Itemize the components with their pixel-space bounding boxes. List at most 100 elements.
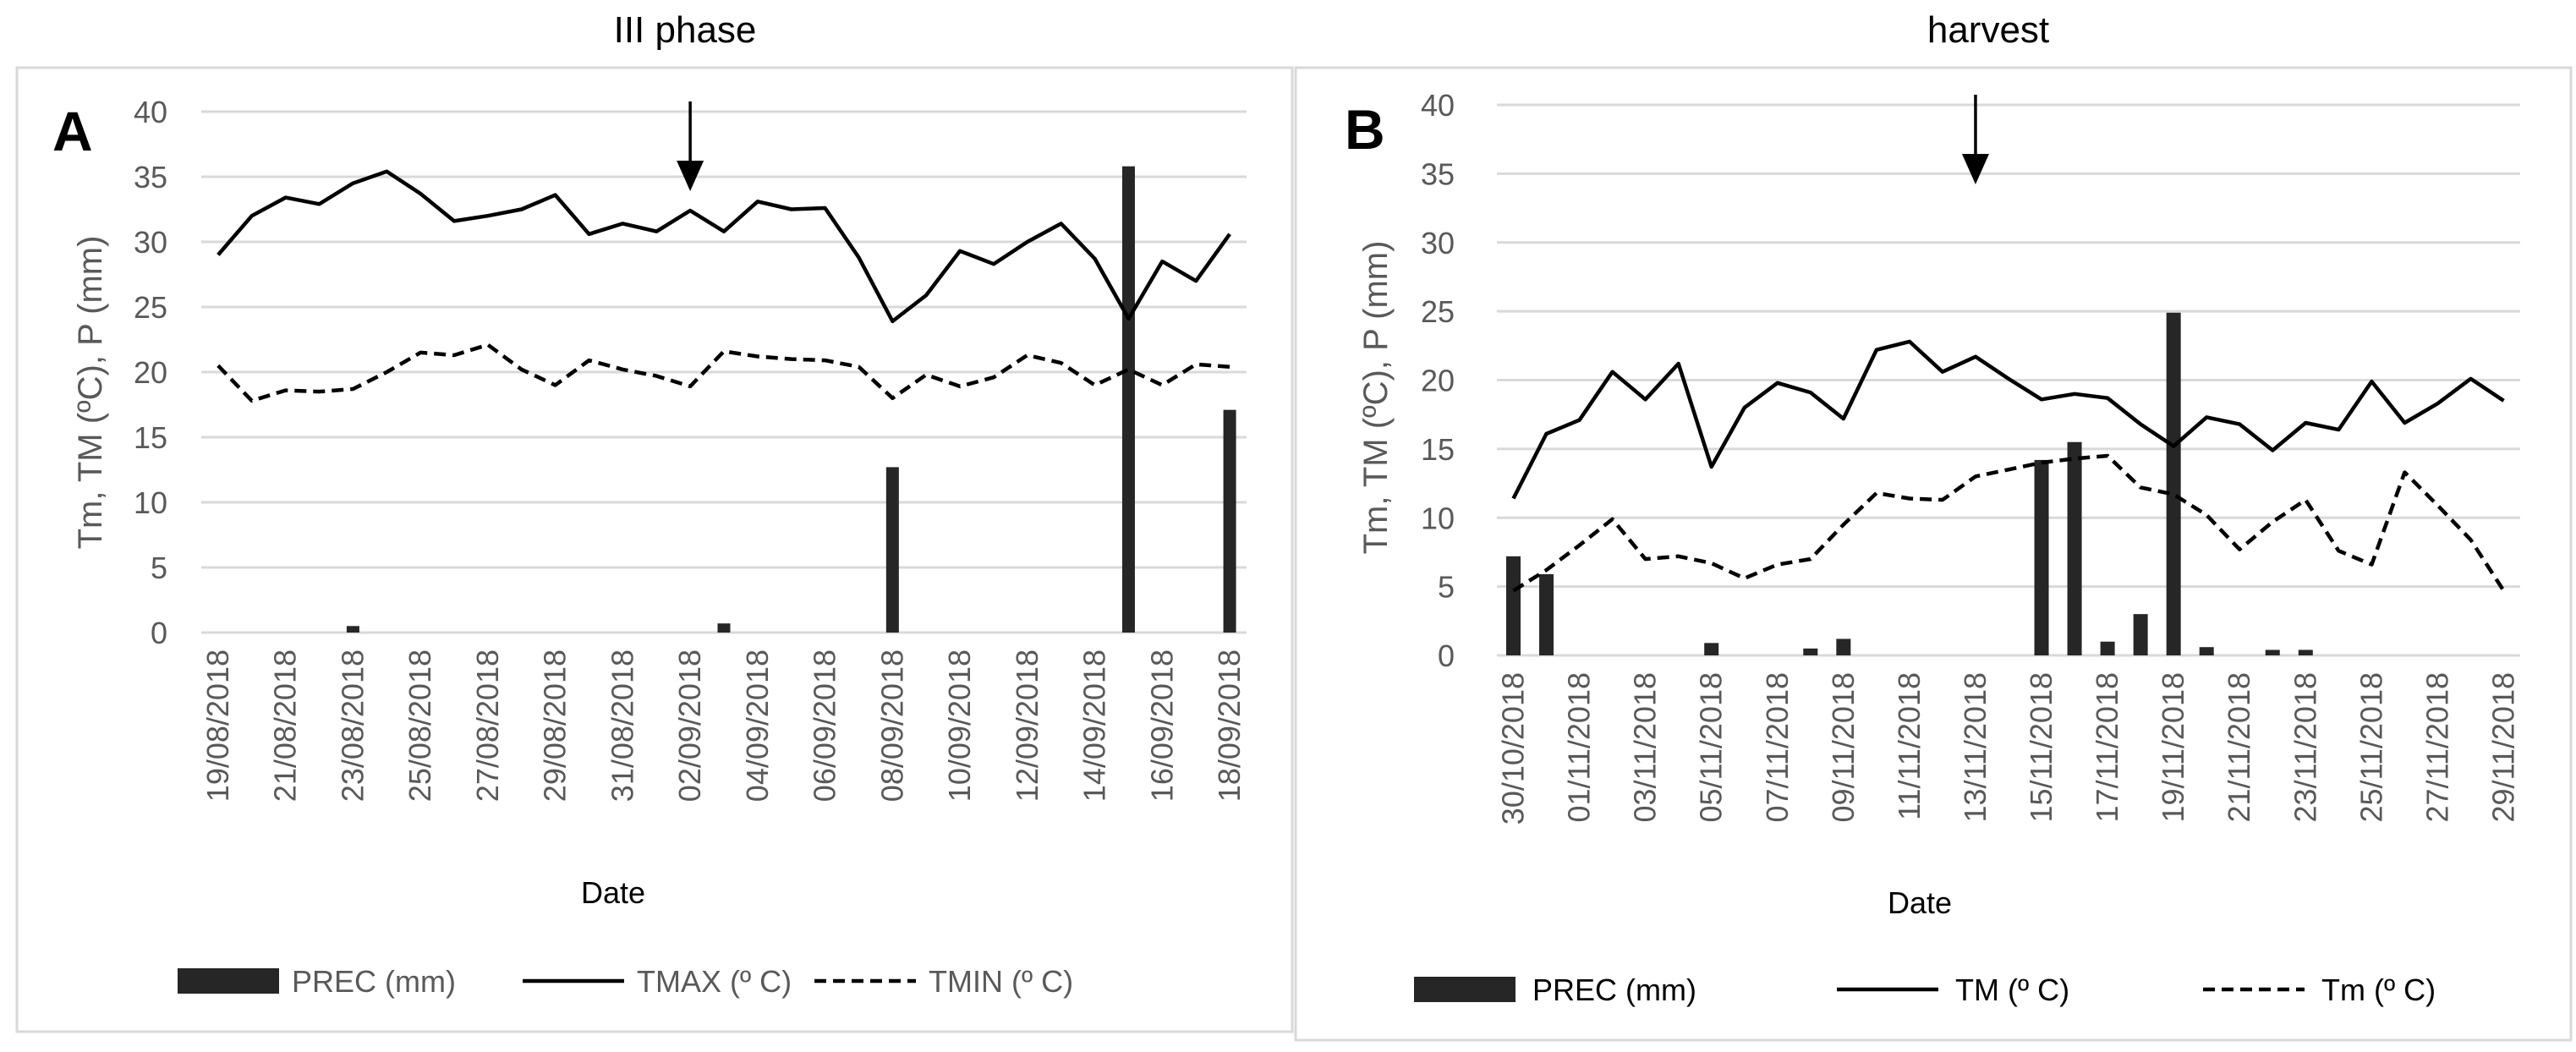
legend-label: TMAX (º C) xyxy=(637,964,792,999)
prec-bar-15/09/2018 xyxy=(1121,166,1135,633)
y-tick-label: 35 xyxy=(1421,156,1455,191)
y-tick-label: 25 xyxy=(1421,294,1455,329)
max-temperature-line xyxy=(216,169,1231,324)
x-tick-label: 15/11/2018 xyxy=(2024,672,2058,823)
x-tick-label: 03/11/2018 xyxy=(1628,672,1663,823)
x-tick-label: 05/11/2018 xyxy=(1694,672,1729,823)
panel-a-y-axis-title: Tm, TM (ºC), P (mm) xyxy=(72,236,109,550)
prec-bar-22/11/2018 xyxy=(2265,649,2280,655)
x-tick-label: 29/08/2018 xyxy=(538,649,573,802)
prec-bar-18/09/2018 xyxy=(1223,409,1236,633)
y-tick-label: 35 xyxy=(134,160,167,195)
x-tick-label: 21/08/2018 xyxy=(268,649,303,802)
legend-label: Tm (º C) xyxy=(2321,973,2436,1007)
legend-symbol-bar xyxy=(178,968,279,994)
y-tick-label: 10 xyxy=(1421,501,1455,535)
x-tick-label: 13/11/2018 xyxy=(1958,672,1992,823)
x-tick-label: 10/09/2018 xyxy=(942,649,977,802)
prec-bar-23/08/2018 xyxy=(346,626,359,633)
y-tick-label: 15 xyxy=(1421,432,1455,467)
panel-b-temperature-lines xyxy=(1511,339,2506,593)
prec-bar-08/11/2018 xyxy=(1803,648,1818,655)
prec-bar-18/11/2018 xyxy=(2133,614,2148,655)
prec-bar-08/09/2018 xyxy=(885,467,899,633)
x-tick-label: 19/11/2018 xyxy=(2156,672,2190,823)
prec-bar-03/09/2018 xyxy=(717,623,731,633)
prec-bar-30/10/2018 xyxy=(1506,556,1521,655)
y-tick-label: 30 xyxy=(134,225,167,260)
x-tick-label: 19/08/2018 xyxy=(200,649,235,802)
prec-bar-05/11/2018 xyxy=(1704,643,1719,655)
panel-b-y-tick-labels: 0 5 10 15 20 25 30 35 40 xyxy=(1421,88,1455,673)
prec-bar-17/11/2018 xyxy=(2100,641,2115,655)
panel-b-event-arrow xyxy=(1961,95,1989,184)
legend-symbol-bar xyxy=(1414,977,1515,1002)
x-tick-label: 29/11/2018 xyxy=(2486,672,2521,823)
panel-b: harvest B Tm, TM (ºC), P (mm) Date 0 5 10 1… xyxy=(1294,9,2573,1042)
x-tick-label: 23/11/2018 xyxy=(2288,672,2322,823)
y-tick-label: 40 xyxy=(1421,88,1455,123)
x-tick-label: 25/11/2018 xyxy=(2354,672,2388,823)
panel-a-gridlines xyxy=(201,110,1247,634)
arrow-down-icon xyxy=(677,161,704,191)
panel-a-event-arrow xyxy=(677,101,704,191)
max-temperature-line xyxy=(1511,339,2505,500)
panel-a-section-title: III phase xyxy=(614,9,757,51)
prec-bar-31/10/2018 xyxy=(1539,573,1554,655)
y-tick-label: 30 xyxy=(1421,226,1455,260)
panel-b-x-axis-title: Date xyxy=(1888,885,1952,920)
panel-a-legend: PREC (mm) TMAX (º C) TMIN (º C) xyxy=(178,964,1073,999)
x-tick-label: 23/08/2018 xyxy=(335,649,370,802)
x-tick-label: 18/09/2018 xyxy=(1212,649,1247,802)
legend-label: TM (º C) xyxy=(1955,973,2069,1007)
panel-a-x-tick-labels: 19/08/2018 21/08/2018 23/08/2018 25/08/2018… xyxy=(200,649,1247,802)
legend-label: PREC (mm) xyxy=(1532,973,1696,1007)
prec-bar-23/11/2018 xyxy=(2298,649,2313,655)
min-temperature-line xyxy=(216,342,1230,403)
y-tick-label: 0 xyxy=(1438,638,1455,673)
prec-bar-20/11/2018 xyxy=(2199,647,2214,655)
panel-a-prec-bars xyxy=(346,166,1236,633)
panel-b-x-tick-labels: 30/10/2018 01/11/2018 03/11/2018 05/11/2018… xyxy=(1496,672,2521,825)
x-tick-label: 16/09/2018 xyxy=(1144,649,1179,802)
y-tick-label: 40 xyxy=(134,95,167,129)
y-tick-label: 20 xyxy=(1421,364,1455,398)
min-temperature-line xyxy=(1512,453,2506,593)
x-tick-label: 11/11/2018 xyxy=(1892,672,1927,820)
panel-b-y-axis-title: Tm, TM (ºC), P (mm) xyxy=(1357,241,1395,555)
panel-a-y-tick-labels: 0 5 10 15 20 25 30 35 40 xyxy=(134,95,167,650)
panel-a-temperature-lines xyxy=(216,169,1231,403)
arrow-down-icon xyxy=(1961,154,1989,184)
x-tick-label: 12/09/2018 xyxy=(1010,649,1044,802)
x-tick-label: 17/11/2018 xyxy=(2090,672,2124,823)
panel-b-letter: B xyxy=(1345,98,1385,161)
x-tick-label: 01/11/2018 xyxy=(1562,672,1597,823)
x-tick-label: 27/11/2018 xyxy=(2420,672,2454,823)
y-tick-label: 25 xyxy=(134,290,167,325)
x-tick-label: 07/11/2018 xyxy=(1760,672,1795,823)
panel-b-gridlines xyxy=(1497,103,2520,657)
x-tick-label: 14/09/2018 xyxy=(1077,649,1112,802)
x-tick-label: 04/09/2018 xyxy=(740,649,775,802)
x-tick-label: 02/09/2018 xyxy=(672,649,707,802)
x-tick-label: 09/11/2018 xyxy=(1826,672,1861,823)
prec-bar-15/11/2018 xyxy=(2034,459,2049,655)
prec-bar-19/11/2018 xyxy=(2166,312,2181,655)
panel-a-letter: A xyxy=(52,100,93,162)
panel-a-x-axis-title: Date xyxy=(581,875,645,910)
prec-bar-09/11/2018 xyxy=(1836,638,1851,655)
x-tick-label: 06/09/2018 xyxy=(808,649,842,802)
x-tick-label: 27/08/2018 xyxy=(470,649,505,802)
panel-b-prec-bars xyxy=(1506,312,2313,655)
prec-bar-16/11/2018 xyxy=(2067,441,2082,655)
x-tick-label: 31/08/2018 xyxy=(605,649,639,802)
y-tick-label: 5 xyxy=(1438,570,1455,605)
x-tick-label: 30/10/2018 xyxy=(1496,672,1531,825)
legend-label: TMIN (º C) xyxy=(929,964,1073,999)
y-tick-label: 20 xyxy=(134,355,167,390)
y-tick-label: 15 xyxy=(134,420,167,455)
x-tick-label: 21/11/2018 xyxy=(2222,672,2256,823)
panel-a-frame xyxy=(15,66,1294,1033)
x-tick-label: 25/08/2018 xyxy=(403,649,437,802)
